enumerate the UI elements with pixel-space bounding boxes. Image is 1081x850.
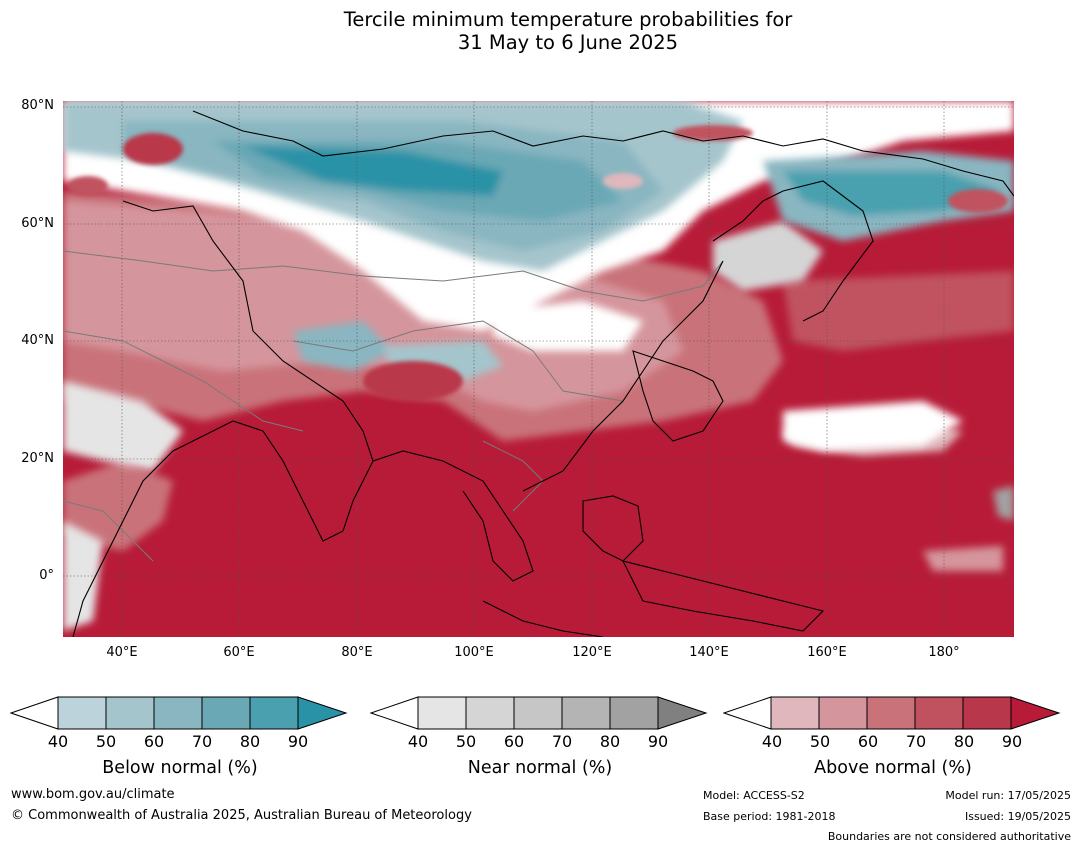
below-tick-50: 50 (95, 732, 117, 751)
coastlines (72, 110, 1014, 637)
above-legend-label: Above normal (%) (814, 758, 972, 778)
above-tick-70: 70 (905, 732, 927, 751)
website-link[interactable]: www.bom.gov.au/climate (11, 787, 175, 802)
map-canvas (63, 101, 1014, 637)
below-tick-80: 80 (239, 732, 261, 751)
near-tick-80: 80 (599, 732, 621, 751)
lon-label-120e: 120°E (572, 645, 612, 660)
near-tick-50: 50 (455, 732, 477, 751)
issued-text: Issued: 19/05/2025 (964, 810, 1071, 823)
below-tick-90: 90 (287, 732, 309, 751)
near-legend-label: Near normal (%) (467, 758, 613, 778)
above-tick-40: 40 (761, 732, 783, 751)
below-legend-label: Below normal (%) (102, 758, 258, 778)
lat-label-40n: 40°N (21, 333, 54, 348)
title-line-1: Tercile minimum temperature probabilitie… (343, 8, 793, 31)
colorbar-above (723, 696, 1061, 730)
model-text: Model: ACCESS-S2 (703, 789, 805, 802)
copyright-text: © Commonwealth of Australia 2025, Austra… (11, 808, 472, 823)
above-tick-80: 80 (953, 732, 975, 751)
country-borders (63, 250, 724, 562)
near-tick-90: 90 (647, 732, 669, 751)
probability-map (63, 101, 1014, 637)
title-line-2: 31 May to 6 June 2025 (457, 31, 679, 54)
lon-label-180: 180° (928, 645, 960, 660)
lat-label-60n: 60°N (21, 216, 54, 231)
lon-label-160e: 160°E (807, 645, 847, 660)
above-tick-60: 60 (857, 732, 879, 751)
northern-above-patches (68, 125, 1008, 401)
map-title: Tercile minimum temperature probabilitie… (0, 8, 1081, 54)
lat-label-80n: 80°N (21, 98, 54, 113)
legend-above-normal: 40 50 60 70 80 90 Above normal (%) (723, 694, 1063, 778)
lat-label-20n: 20°N (21, 451, 54, 466)
below-tick-70: 70 (191, 732, 213, 751)
near-tick-40: 40 (407, 732, 429, 751)
graticule (63, 101, 1014, 637)
lon-label-60e: 60°E (223, 645, 255, 660)
model-run-text: Model run: 17/05/2025 (945, 789, 1071, 802)
base-period-text: Base period: 1981-2018 (703, 810, 836, 823)
above-tick-90: 90 (1001, 732, 1023, 751)
colorbar-below (10, 696, 348, 730)
below-tick-60: 60 (143, 732, 165, 751)
below-normal-fields (63, 101, 1014, 381)
colorbar-near (370, 696, 708, 730)
near-tick-70: 70 (551, 732, 573, 751)
lon-label-140e: 140°E (689, 645, 729, 660)
lon-label-80e: 80°E (341, 645, 373, 660)
legend-near-normal: 40 50 60 70 80 90 Near normal (%) (370, 694, 710, 778)
below-tick-40: 40 (47, 732, 69, 751)
lon-label-40e: 40°E (106, 645, 138, 660)
above-tick-50: 50 (809, 732, 831, 751)
lon-label-100e: 100°E (454, 645, 494, 660)
legend-below-normal: 40 50 60 70 80 90 Below normal (%) (10, 694, 350, 778)
lat-label-0: 0° (39, 568, 54, 583)
near-tick-60: 60 (503, 732, 525, 751)
disclaimer-text: Boundaries are not considered authoritat… (827, 830, 1071, 843)
